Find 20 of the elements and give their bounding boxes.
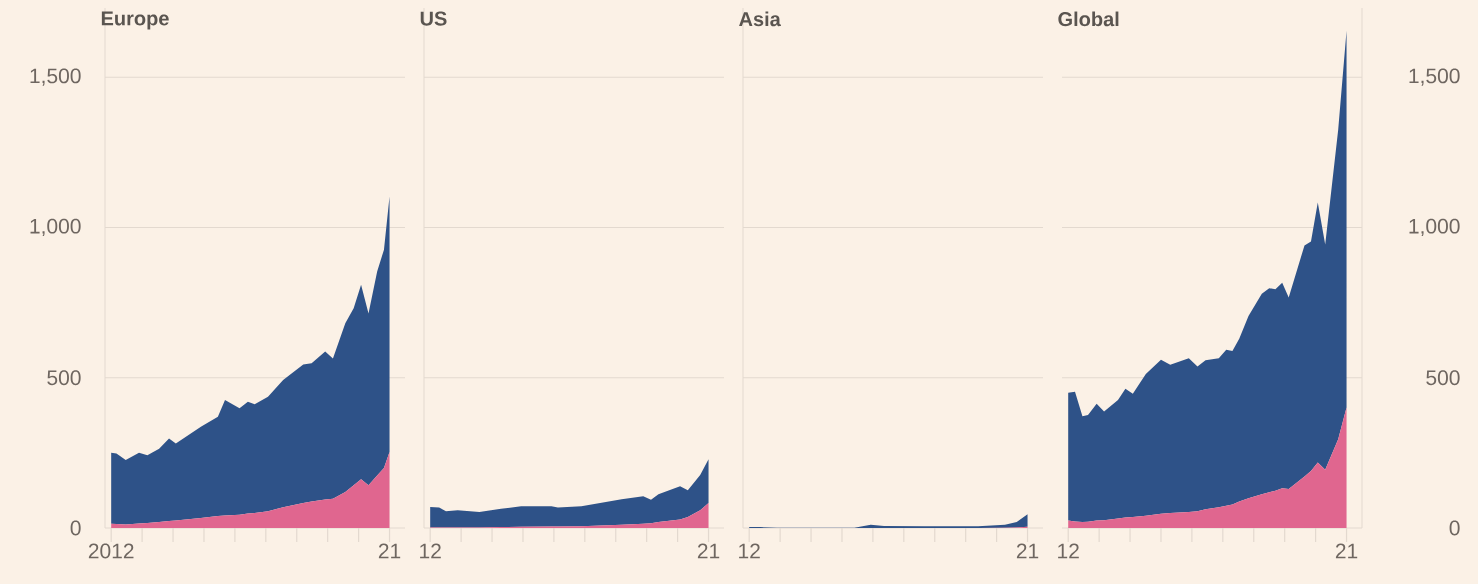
x-tick-label: 12 [1058, 543, 1079, 559]
y-tick-label: 1,000 [30, 218, 81, 237]
chart-title: Europe [101, 11, 169, 30]
y2-tick-label: 0 [1449, 520, 1460, 536]
x-tick-label: 21 [697, 543, 720, 559]
x-tick-label: 21 [378, 543, 401, 559]
x-tick-label: 21 [1335, 543, 1358, 559]
x-tick-label: 21 [1016, 543, 1039, 559]
y-tick-label: 0 [70, 520, 81, 536]
y2-tick-label: 500 [1426, 370, 1460, 386]
x-tick-label: 12 [739, 543, 760, 559]
chart-title: Asia [739, 11, 781, 27]
x-tick-label: 12 [420, 543, 441, 559]
x-tick-label: 2012 [88, 543, 134, 559]
y-tick-label: 1,500 [30, 68, 81, 86]
y2-tick-label: 1,000 [1409, 218, 1460, 237]
chart-title: US [420, 11, 447, 26]
y2-tick-label: 1,500 [1409, 68, 1460, 86]
chart-title: Global [1058, 11, 1119, 27]
y-tick-label: 500 [47, 370, 81, 386]
